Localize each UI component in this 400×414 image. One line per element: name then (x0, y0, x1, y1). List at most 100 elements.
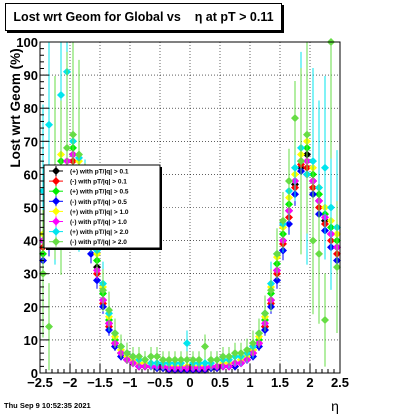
data-point (171, 355, 179, 364)
data-point (333, 263, 341, 272)
legend-shadow (160, 167, 162, 250)
data-point (231, 349, 239, 358)
data-point (63, 143, 71, 152)
data-point (117, 342, 125, 351)
x-tick-label: 2 (306, 375, 313, 390)
chart-title: Lost wrt Geom for Global vs η at pT > 0.… (5, 3, 282, 31)
data-point (177, 355, 185, 364)
data-point (141, 355, 149, 364)
legend-box (43, 164, 161, 249)
legend-entry-label: (-) with pT/|q| > 2.0 (70, 239, 127, 246)
x-tick-label: −1 (123, 375, 138, 390)
legend-marker (52, 237, 60, 246)
data-point (285, 220, 293, 229)
data-point (183, 339, 191, 348)
legend-marker (52, 207, 60, 216)
data-point (75, 150, 83, 159)
y-tick-label: 40 (24, 234, 38, 249)
data-point (321, 316, 329, 325)
y-tick-label: 90 (24, 68, 38, 83)
x-tick-label: 2.5 (331, 375, 349, 390)
data-point (153, 352, 161, 361)
data-point (273, 249, 281, 258)
data-point (255, 329, 263, 338)
data-point (291, 114, 299, 123)
axes: −2.5 −2 −1.5 −1 −0.5 0 0.5 1 1.5 2 2.5 0 10 20 30 40 50 6… (16, 35, 349, 390)
data-point (279, 216, 287, 225)
data-point (123, 349, 131, 358)
data-point (189, 355, 197, 364)
data-point (135, 352, 143, 361)
data-point (45, 120, 53, 129)
data-point (297, 157, 305, 166)
y-tick-label: 80 (24, 101, 38, 116)
timestamp: Thu Sep 9 10:52:35 2021 (4, 401, 91, 410)
y-tick-label: 100 (16, 35, 38, 50)
legend-marker (52, 197, 60, 206)
legend-entry-label: (+) with pT/|q| > 2.0 (70, 229, 129, 236)
legend-entry-label: (+) with pT/|q| > 1.0 (70, 209, 129, 216)
legend-entry-label: (-) with pT/|q| > 0.1 (70, 179, 127, 186)
data-point (159, 355, 167, 364)
y-tick-label: 60 (24, 167, 38, 182)
data-point (267, 286, 275, 295)
data-point (219, 352, 227, 361)
data-point (273, 276, 281, 285)
data-point (327, 203, 335, 212)
data-point (303, 130, 311, 139)
data-point (309, 157, 317, 166)
data-point (309, 236, 317, 245)
data-point (213, 355, 221, 364)
data-point (225, 352, 233, 361)
legend-entry-label: (+) with pT/|q| > 0.5 (70, 189, 129, 196)
x-tick-label: 1.5 (271, 375, 289, 390)
data-point (183, 355, 191, 364)
data-point (165, 355, 173, 364)
data-point (93, 276, 101, 285)
x-tick-label: 0 (186, 375, 193, 390)
data-point (45, 322, 53, 331)
y-tick-label: 70 (24, 134, 38, 149)
x-tick-label: 1 (246, 375, 253, 390)
data-point (195, 355, 203, 364)
x-tick-label: −1.5 (87, 375, 113, 390)
data-point (207, 355, 215, 364)
y-tick-label: 30 (24, 267, 38, 282)
y-tick-label: 20 (24, 300, 38, 315)
data-point (261, 309, 269, 318)
data-point (111, 329, 119, 338)
legend-entry-label: (-) with pT/|q| > 1.0 (70, 219, 127, 226)
data-point (237, 349, 245, 358)
data-point (147, 352, 155, 361)
data-point (105, 306, 113, 315)
x-axis-label: η (331, 398, 339, 414)
data-point (315, 249, 323, 258)
legend-marker (52, 217, 60, 226)
data-point (201, 359, 209, 368)
data-point (99, 286, 107, 295)
y-tick-label: 50 (24, 201, 38, 216)
y-axis-label: Lost wrt Geom (%) (8, 48, 23, 167)
y-tick-label: 10 (24, 333, 38, 348)
data-point (57, 90, 65, 99)
legend-shadow (46, 248, 162, 250)
x-tick-label: 0.5 (211, 375, 229, 390)
legend-marker (52, 227, 60, 236)
legend: (+) with pT/|q| > 0.1 (-) with pT/|q| > 0… (43, 164, 162, 250)
data-point (201, 342, 209, 351)
data-point (291, 163, 299, 172)
data-point (243, 345, 251, 354)
x-tick-label: −2.5 (27, 375, 53, 390)
data-point (249, 339, 257, 348)
y-tick-label: 0 (31, 366, 38, 381)
legend-marker (52, 167, 60, 175)
data-point (69, 130, 77, 139)
legend-marker (52, 177, 60, 186)
data-point (129, 352, 137, 361)
legend-entry-label: (-) with pT/|q| > 0.5 (70, 199, 127, 206)
legend-marker (52, 187, 60, 196)
data-point (87, 249, 95, 258)
x-tick-label: −0.5 (147, 375, 173, 390)
legend-entry-label: (+) with pT/|q| > 0.1 (70, 169, 129, 176)
data-point (285, 177, 293, 186)
